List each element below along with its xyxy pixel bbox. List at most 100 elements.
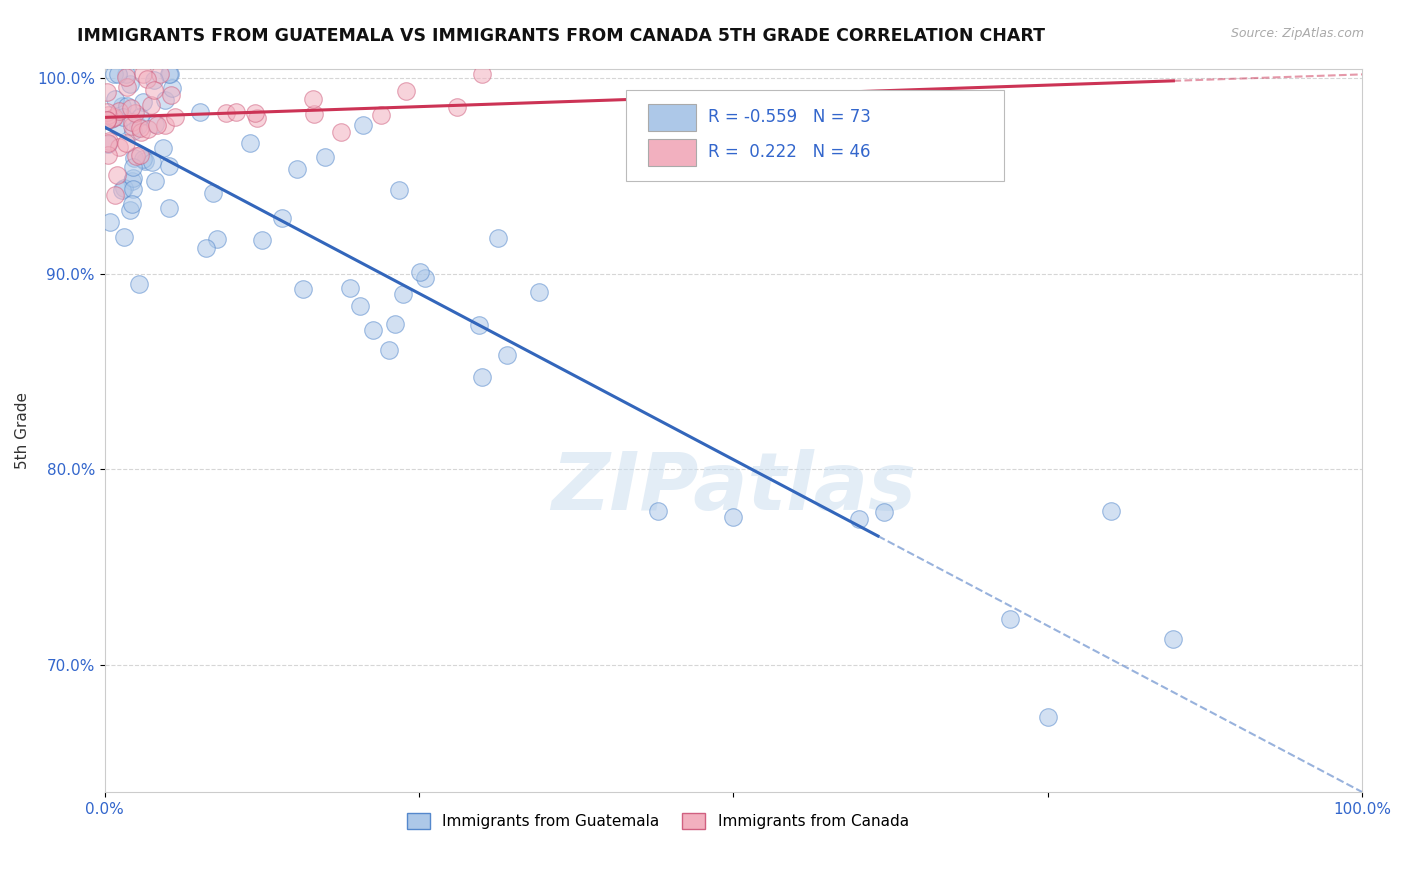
Point — [471, 370, 494, 384]
Point — [392, 286, 415, 301]
Point — [121, 115, 143, 129]
Point — [132, 152, 155, 166]
Point — [143, 117, 166, 131]
Point — [121, 174, 143, 188]
Point — [136, 71, 159, 86]
Point — [118, 78, 141, 92]
Point — [207, 231, 229, 245]
Point — [132, 95, 155, 110]
Point — [361, 323, 384, 337]
Point — [121, 197, 143, 211]
Point — [159, 88, 181, 103]
Point — [121, 101, 143, 115]
Point — [107, 119, 129, 133]
Point — [120, 203, 142, 218]
Point — [132, 67, 155, 81]
Point — [188, 105, 211, 120]
Point — [157, 201, 180, 215]
Point — [134, 154, 156, 169]
Text: IMMIGRANTS FROM GUATEMALA VS IMMIGRANTS FROM CANADA 5TH GRADE CORRELATION CHART: IMMIGRANTS FROM GUATEMALA VS IMMIGRANTS … — [77, 27, 1045, 45]
Point — [723, 509, 745, 524]
Point — [159, 159, 181, 173]
Point — [127, 119, 149, 133]
Point — [159, 67, 181, 81]
Point — [141, 155, 163, 169]
Point — [349, 299, 371, 313]
Point — [647, 504, 669, 518]
Point — [128, 111, 150, 125]
Point — [114, 136, 136, 151]
Point — [194, 241, 217, 255]
Point — [103, 67, 125, 81]
Point — [97, 147, 120, 161]
Point — [301, 92, 323, 106]
Point — [142, 72, 165, 87]
Point — [125, 149, 148, 163]
Point — [101, 111, 124, 125]
Point — [157, 67, 180, 81]
Point — [128, 148, 150, 162]
Point — [873, 505, 896, 519]
Point — [202, 186, 225, 200]
Point — [848, 512, 870, 526]
Point — [339, 281, 361, 295]
Point — [100, 112, 122, 127]
Point — [136, 122, 159, 136]
Point — [446, 100, 468, 114]
Point — [129, 125, 152, 139]
Text: Source: ZipAtlas.com: Source: ZipAtlas.com — [1230, 27, 1364, 40]
Point — [239, 136, 262, 151]
Point — [153, 118, 176, 132]
Point — [110, 99, 132, 113]
Text: R =  0.222   N = 46: R = 0.222 N = 46 — [709, 143, 870, 161]
FancyBboxPatch shape — [627, 90, 1004, 181]
Point — [246, 112, 269, 126]
Point — [96, 85, 118, 99]
Point — [146, 118, 169, 132]
Point — [486, 231, 509, 245]
Point — [115, 79, 138, 94]
Y-axis label: 5th Grade: 5th Grade — [15, 392, 30, 468]
Point — [139, 97, 162, 112]
Point — [143, 82, 166, 96]
Point — [117, 99, 139, 113]
Point — [96, 105, 118, 120]
Point — [97, 108, 120, 122]
Point — [395, 84, 418, 98]
Point — [225, 105, 247, 120]
Point — [165, 110, 187, 124]
Point — [97, 136, 120, 151]
Point — [112, 181, 135, 195]
Point — [143, 174, 166, 188]
FancyBboxPatch shape — [648, 138, 696, 166]
Point — [160, 80, 183, 95]
Point — [112, 110, 135, 124]
Point — [471, 67, 494, 81]
Point — [107, 168, 129, 182]
Point — [122, 171, 145, 186]
Point — [292, 282, 315, 296]
Point — [388, 183, 411, 197]
Point — [409, 265, 432, 279]
Point — [103, 110, 125, 124]
Point — [107, 67, 129, 81]
Point — [302, 107, 325, 121]
Point — [96, 112, 118, 127]
Point — [104, 92, 127, 106]
Point — [97, 136, 120, 151]
Point — [115, 70, 138, 84]
Point — [377, 343, 399, 357]
Point — [153, 93, 176, 107]
Point — [121, 182, 143, 196]
Point — [104, 188, 127, 202]
Point — [152, 141, 174, 155]
Point — [271, 211, 294, 225]
Point — [121, 119, 143, 133]
Text: R = -0.559   N = 73: R = -0.559 N = 73 — [709, 108, 872, 126]
Point — [128, 121, 150, 136]
Point — [108, 140, 131, 154]
Point — [112, 230, 135, 244]
Point — [98, 215, 121, 229]
Text: ZIPatlas: ZIPatlas — [551, 449, 915, 527]
FancyBboxPatch shape — [648, 104, 696, 131]
